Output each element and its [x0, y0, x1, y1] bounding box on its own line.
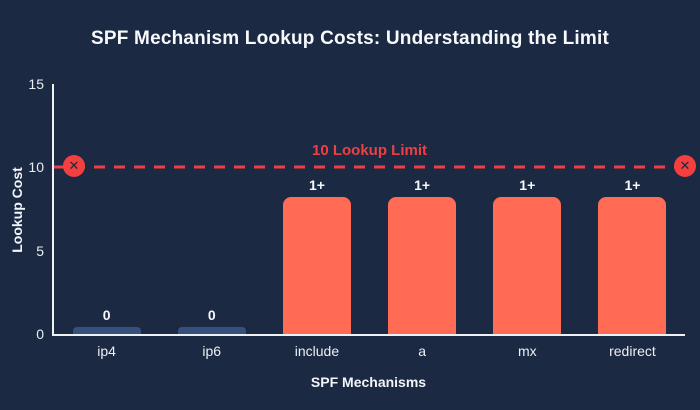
limit-x-circle-icon-left: ✕ [63, 154, 85, 177]
x-tick-label: redirect [609, 343, 656, 359]
bar-value-label: 0 [102, 307, 111, 324]
x-tick-label: mx [517, 343, 537, 359]
bar-ip6[interactable] [177, 327, 246, 334]
x-tick-label: ip6 [202, 343, 222, 359]
bar-redirect[interactable] [598, 197, 667, 334]
bar-a[interactable] [388, 197, 457, 334]
bar-value-label: 1+ [624, 177, 641, 194]
bar-group: 1+ a [370, 84, 475, 358]
y-tick-label: 5 [36, 242, 44, 259]
bar-value-label: 1+ [414, 177, 431, 194]
bar-group: 0 ip6 [159, 84, 264, 358]
bar-value-label: 1+ [519, 177, 536, 194]
bar-value-label: 1+ [308, 177, 325, 194]
x-tick-label: ip4 [97, 343, 116, 359]
limit-line-label: 10 Lookup Limit [311, 142, 428, 160]
bar-ip4[interactable] [72, 327, 141, 334]
limit-line [54, 165, 685, 169]
bar-group: 1+ redirect [580, 84, 685, 358]
bar-group: 1+ include [264, 84, 369, 358]
x-tick-label: a [418, 343, 426, 359]
bar-group: 0 ip4 [54, 84, 159, 358]
y-tick-label: 0 [36, 326, 44, 342]
y-tick-label: 15 [28, 76, 44, 92]
plot-area: 0 5 10 15 0 ip4 0 ip6 1+ include 1+ a 1+ mx 1+ redirec… [28, 77, 696, 358]
x-tick-label: include [294, 343, 340, 359]
y-tick-label: 10 [28, 159, 44, 176]
limit-x-circle-icon-right: ✕ [674, 154, 696, 177]
chart-title: SPF Mechanism Lookup Costs: Understandin… [91, 28, 609, 49]
x-axis-title: SPF Mechanisms [310, 374, 427, 390]
bar-include[interactable] [282, 197, 351, 334]
bar-mx[interactable] [493, 197, 562, 334]
y-axis-title: Lookup Cost [9, 167, 25, 253]
bars-row: 0 ip4 0 ip6 1+ include 1+ a 1+ mx 1+ redirect [54, 84, 685, 358]
bar-group: 1+ mx [475, 84, 580, 358]
bar-value-label: 0 [207, 307, 216, 324]
